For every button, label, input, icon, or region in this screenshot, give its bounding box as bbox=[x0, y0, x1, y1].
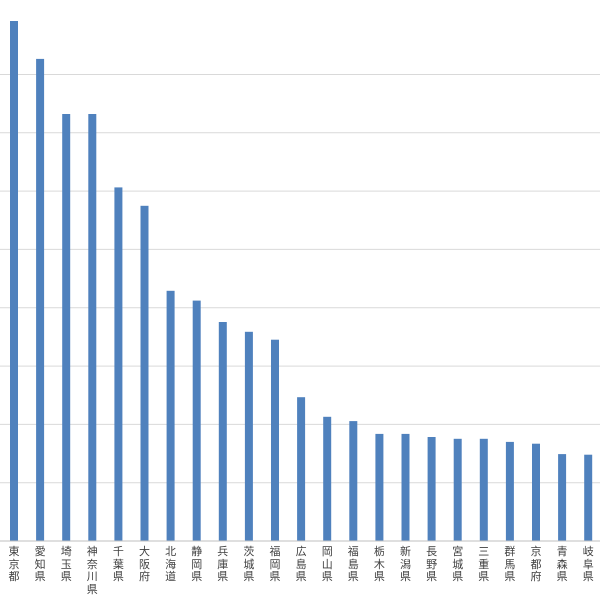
bar bbox=[36, 58, 45, 542]
bar bbox=[140, 205, 149, 542]
bar bbox=[427, 437, 436, 541]
x-tick-label: 福岡県 bbox=[269, 545, 281, 583]
x-tick-label: 千葉県 bbox=[112, 545, 124, 583]
x-tick-label: 広島県 bbox=[295, 545, 307, 583]
bar bbox=[323, 416, 332, 541]
x-tick-label: 宮城県 bbox=[452, 545, 464, 583]
bar bbox=[271, 339, 279, 541]
bar bbox=[479, 438, 488, 541]
x-tick-label: 東京都 bbox=[8, 545, 20, 583]
bar bbox=[401, 433, 410, 541]
x-tick-label: 栃木県 bbox=[373, 545, 385, 583]
bar bbox=[88, 114, 97, 541]
bar bbox=[297, 397, 306, 541]
x-tick-label: 岡山県 bbox=[321, 545, 333, 583]
bar bbox=[584, 454, 593, 541]
x-tick-label: 愛知県 bbox=[34, 545, 46, 583]
bar bbox=[558, 454, 567, 541]
x-tick-label: 大阪府 bbox=[139, 545, 150, 583]
bar bbox=[114, 187, 123, 541]
x-tick-label: 長野県 bbox=[426, 545, 438, 583]
bar bbox=[192, 300, 201, 541]
bar bbox=[375, 433, 384, 541]
x-tick-label: 神奈川県 bbox=[86, 545, 98, 596]
gridlines bbox=[0, 74, 600, 484]
bar bbox=[218, 322, 227, 541]
bar bbox=[532, 443, 540, 541]
x-tick-label: 三重県 bbox=[478, 545, 490, 583]
x-tick-label: 茨城県 bbox=[243, 545, 255, 583]
x-tick-label: 埼玉県 bbox=[60, 545, 72, 583]
x-tick-label: 青森県 bbox=[556, 545, 568, 583]
x-tick-label: 北海道 bbox=[165, 545, 177, 583]
bar bbox=[166, 290, 175, 541]
bar bbox=[244, 331, 253, 541]
x-tick-label: 兵庫県 bbox=[217, 545, 229, 583]
x-tick-label: 静岡県 bbox=[191, 545, 203, 583]
x-tick-label: 福島県 bbox=[347, 545, 359, 583]
x-tick-label: 群馬県 bbox=[504, 545, 516, 583]
bar bbox=[349, 421, 358, 541]
x-tick-label: 京都府 bbox=[530, 545, 542, 583]
bar bbox=[62, 114, 71, 541]
bar bbox=[505, 441, 514, 541]
bar bbox=[10, 21, 18, 541]
x-tick-label: 岐阜県 bbox=[582, 545, 594, 583]
x-tick-label: 新潟県 bbox=[400, 545, 411, 583]
bar bbox=[453, 438, 462, 541]
bars bbox=[10, 21, 593, 542]
